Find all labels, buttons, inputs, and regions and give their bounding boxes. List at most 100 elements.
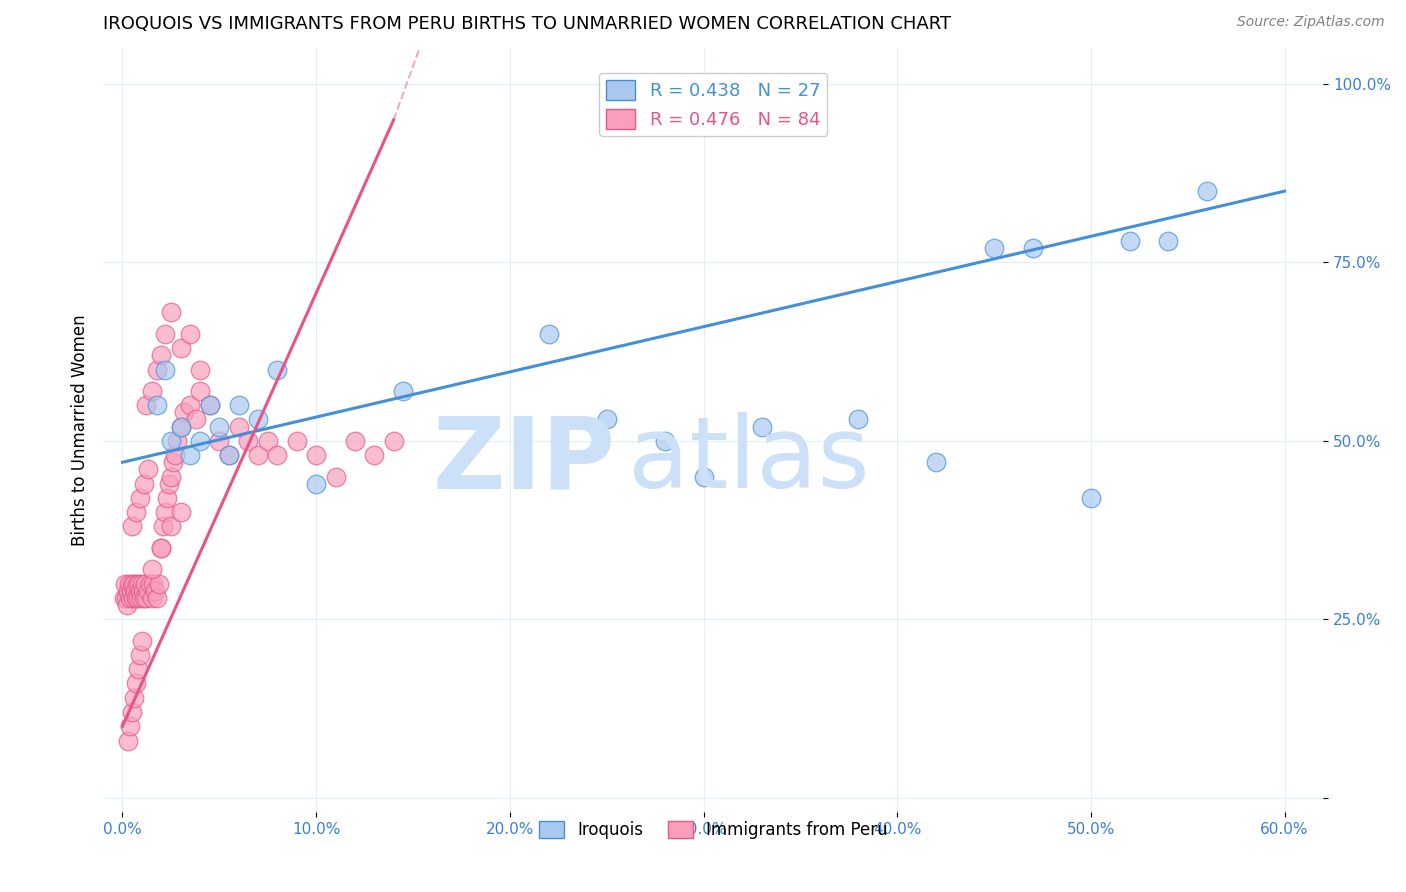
Point — [122, 690, 145, 705]
Point — [1157, 234, 1180, 248]
Point — [152, 519, 174, 533]
Point — [537, 326, 560, 341]
Text: atlas: atlas — [628, 412, 869, 509]
Point — [153, 505, 176, 519]
Point — [125, 676, 148, 690]
Point — [129, 648, 152, 662]
Point — [208, 419, 231, 434]
Point — [382, 434, 405, 448]
Point — [238, 434, 260, 448]
Point — [218, 448, 240, 462]
Point — [188, 434, 211, 448]
Point — [121, 705, 143, 719]
Point — [136, 583, 159, 598]
Point — [188, 384, 211, 398]
Point — [163, 448, 186, 462]
Point — [114, 576, 136, 591]
Point — [125, 591, 148, 605]
Point — [141, 591, 163, 605]
Point — [208, 434, 231, 448]
Point — [160, 519, 183, 533]
Point — [128, 576, 150, 591]
Point — [132, 476, 155, 491]
Point — [121, 576, 143, 591]
Point — [117, 733, 139, 747]
Point — [305, 476, 328, 491]
Y-axis label: Births to Unmarried Women: Births to Unmarried Women — [72, 314, 89, 546]
Point — [343, 434, 366, 448]
Point — [162, 455, 184, 469]
Point — [247, 448, 270, 462]
Legend: Iroquois, Immigrants from Peru: Iroquois, Immigrants from Peru — [531, 814, 894, 846]
Point — [134, 576, 156, 591]
Point — [135, 591, 157, 605]
Point — [363, 448, 385, 462]
Point — [120, 719, 142, 733]
Point — [129, 583, 152, 598]
Point — [127, 662, 149, 676]
Point — [114, 591, 136, 605]
Point — [198, 398, 221, 412]
Point — [125, 505, 148, 519]
Point — [146, 591, 169, 605]
Point — [256, 434, 278, 448]
Point — [392, 384, 415, 398]
Text: ZIP: ZIP — [433, 412, 616, 509]
Point — [169, 419, 191, 434]
Point — [127, 591, 149, 605]
Point — [138, 576, 160, 591]
Point — [166, 434, 188, 448]
Point — [692, 469, 714, 483]
Point — [129, 491, 152, 505]
Point — [188, 362, 211, 376]
Point — [169, 505, 191, 519]
Point — [179, 448, 201, 462]
Point — [132, 583, 155, 598]
Point — [160, 434, 183, 448]
Point — [115, 591, 138, 605]
Point — [169, 341, 191, 355]
Point — [654, 434, 676, 448]
Point — [285, 434, 308, 448]
Point — [228, 398, 250, 412]
Point — [325, 469, 347, 483]
Point — [153, 362, 176, 376]
Point — [131, 633, 153, 648]
Point — [1022, 241, 1045, 255]
Point — [228, 419, 250, 434]
Point — [218, 448, 240, 462]
Point — [247, 412, 270, 426]
Point — [153, 326, 176, 341]
Point — [1197, 184, 1219, 198]
Point — [120, 583, 142, 598]
Point — [198, 398, 221, 412]
Point — [160, 305, 183, 319]
Point — [135, 398, 157, 412]
Point — [173, 405, 195, 419]
Point — [156, 491, 179, 505]
Point — [145, 583, 167, 598]
Point — [141, 384, 163, 398]
Point — [136, 462, 159, 476]
Point — [169, 419, 191, 434]
Point — [142, 576, 165, 591]
Point — [925, 455, 948, 469]
Text: Source: ZipAtlas.com: Source: ZipAtlas.com — [1237, 15, 1385, 29]
Point — [129, 591, 152, 605]
Text: IROQUOIS VS IMMIGRANTS FROM PERU BIRTHS TO UNMARRIED WOMEN CORRELATION CHART: IROQUOIS VS IMMIGRANTS FROM PERU BIRTHS … — [103, 15, 952, 33]
Point — [120, 591, 142, 605]
Point — [266, 448, 288, 462]
Point — [305, 448, 328, 462]
Point — [1080, 491, 1102, 505]
Point — [595, 412, 617, 426]
Point — [150, 348, 173, 362]
Point — [179, 326, 201, 341]
Point — [125, 576, 148, 591]
Point — [150, 541, 173, 555]
Point — [148, 576, 170, 591]
Point — [122, 591, 145, 605]
Point — [266, 362, 288, 376]
Point — [146, 398, 169, 412]
Point — [118, 576, 141, 591]
Point — [1118, 234, 1140, 248]
